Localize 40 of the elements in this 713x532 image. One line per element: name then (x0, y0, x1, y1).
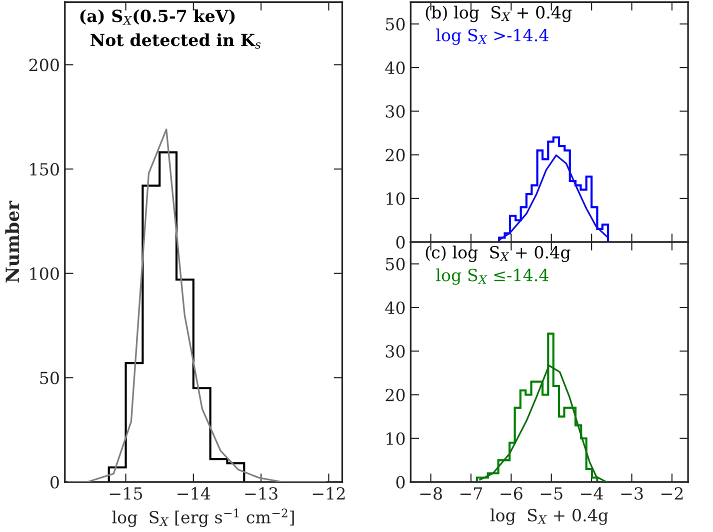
x-tick-label: −3 (621, 487, 643, 500)
y-tick-label: 20 (386, 388, 405, 402)
y-tick-label: 50 (40, 372, 59, 384)
annotation: Not detected in K$_{s}$ (90, 33, 261, 49)
x-tick-label: −2 (661, 487, 683, 500)
x-tick-label: −6 (500, 487, 522, 500)
x-tick-label: −4 (581, 487, 604, 500)
y-tick-label: 10 (386, 432, 405, 445)
x-tick-label: −5 (540, 487, 562, 500)
y-tick-label: 0 (50, 476, 59, 489)
x-tick-label: −12 (312, 487, 345, 500)
line-series (478, 364, 608, 482)
y-tick-label: 20 (386, 148, 405, 162)
line-series (498, 154, 609, 241)
x-tick-label: −8 (420, 487, 442, 500)
y-tick-label: 50 (386, 258, 405, 270)
y-tick-label: 100 (30, 267, 59, 280)
x-axis-title: log S$_{X}$ [erg s$^{−1}$ cm$^{−2}$] (112, 508, 294, 527)
y-tick-label: 0 (396, 236, 405, 249)
x-tick-label: −7 (460, 487, 482, 500)
x-tick-label: −15 (110, 487, 142, 500)
x-tick-label: −13 (245, 487, 278, 500)
y-tick-label: 30 (386, 105, 405, 118)
y-tick-label: 50 (386, 18, 405, 31)
annotation: (a) S$_{X}$(0.5-7 keV) (80, 9, 235, 25)
annotation: log S$_{X}$ ≤-14.4 (436, 268, 548, 285)
x-tick-label: −14 (178, 487, 210, 500)
annotation: (c) log S$_{X}$ + 0.4g (426, 246, 570, 262)
y-tick-label: 40 (385, 301, 405, 314)
x-axis-title: log S$_{X}$ + 0.4g (490, 508, 608, 525)
annotation: (b) log S$_{X}$ + 0.4g (426, 6, 572, 22)
y-tick-label: 150 (30, 163, 59, 176)
y-tick-label: 10 (386, 192, 405, 206)
y-tick-label: 200 (29, 58, 59, 72)
y-tick-label: 30 (386, 345, 405, 358)
y-tick-label: 40 (385, 62, 405, 74)
y-axis-title: Number (5, 200, 20, 282)
annotation: log S$_{X}$ >-14.4 (436, 28, 548, 45)
line-series (67, 128, 326, 482)
y-tick-label: 0 (396, 476, 405, 489)
